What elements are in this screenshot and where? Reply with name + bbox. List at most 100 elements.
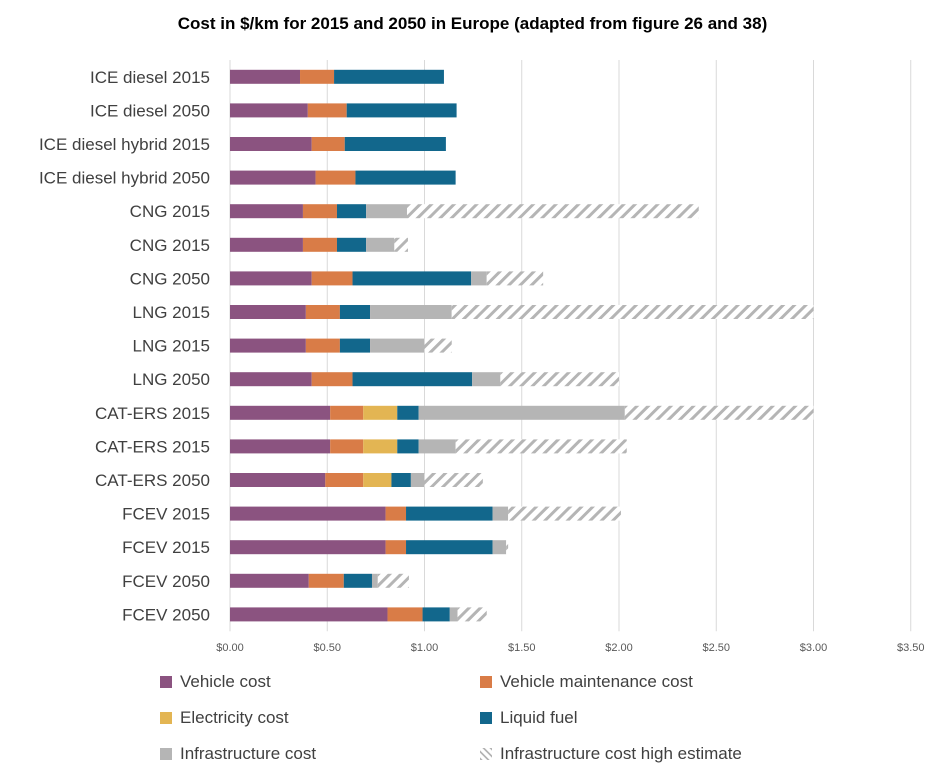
bar-segment-liquid-fuel	[355, 170, 456, 185]
category-label: CNG 2015	[130, 202, 210, 221]
bar-segment-vehicle-cost	[230, 271, 312, 286]
bar-segment-vehicle-maintenance-cost	[325, 473, 364, 487]
bar-segment-vehicle-cost	[230, 372, 312, 387]
category-label: FCEV 2050	[122, 605, 210, 624]
category-label: FCEV 2015	[122, 538, 210, 557]
bar-segment-liquid-fuel	[336, 204, 367, 219]
bar-segment-vehicle-cost	[230, 506, 386, 521]
x-tick-label: $3.50	[897, 642, 925, 654]
bar-segment-vehicle-cost	[230, 103, 308, 118]
bar-segment-infrastructure-cost	[410, 473, 425, 487]
bar-segment-vehicle-maintenance-cost	[315, 170, 356, 185]
bar-segment-infrastructure-cost-high-estimate	[455, 439, 627, 454]
legend-label: Vehicle cost	[180, 672, 271, 691]
bar-segment-infrastructure-cost	[371, 573, 378, 588]
legend-label: Electricity cost	[180, 708, 289, 727]
bar-segment-liquid-fuel	[346, 103, 457, 118]
bar-segment-vehicle-maintenance-cost	[387, 607, 423, 622]
bar-segment-vehicle-cost	[230, 439, 331, 454]
bar-segment-liquid-fuel	[334, 69, 444, 84]
bar-segment-vehicle-cost	[230, 607, 388, 622]
bar-segment-vehicle-maintenance-cost	[302, 204, 337, 219]
bar-segment-vehicle-maintenance-cost	[385, 506, 407, 521]
bar-segment-vehicle-maintenance-cost	[302, 237, 337, 252]
bar-segment-vehicle-maintenance-cost	[311, 137, 345, 151]
bar-segment-electricity-cost	[363, 405, 398, 420]
bar-segment-infrastructure-cost	[449, 607, 458, 622]
bar-segment-infrastructure-cost	[366, 237, 395, 252]
bar-segment-infrastructure-cost	[472, 372, 501, 387]
bar-segment-infrastructure-cost-high-estimate	[457, 607, 487, 622]
category-label: CAT-ERS 2015	[95, 404, 210, 423]
bar-segment-infrastructure-cost-high-estimate	[406, 204, 699, 219]
legend-item: Electricity cost	[160, 708, 289, 728]
bar-chart: ICE diesel 2015 ICE diesel 2050 ICE diesel…	[39, 60, 925, 654]
bar-segment-infrastructure-cost-high-estimate	[377, 573, 409, 588]
legend-label: Liquid fuel	[500, 708, 578, 727]
bar-segment-infrastructure-cost-high-estimate	[424, 338, 452, 353]
legend-item: Infrastructure cost high estimate	[480, 744, 742, 764]
category-label: CNG 2015	[130, 236, 210, 255]
bar-segment-vehicle-cost	[230, 405, 331, 420]
bar-segment-vehicle-maintenance-cost	[311, 271, 353, 286]
bar-segment-vehicle-maintenance-cost	[305, 338, 340, 353]
bar-segment-vehicle-maintenance-cost	[385, 540, 407, 555]
category-label: LNG 2050	[133, 370, 211, 389]
bar-segment-vehicle-maintenance-cost	[330, 439, 364, 454]
bar-segment-vehicle-cost	[230, 473, 326, 487]
bar-segment-vehicle-cost	[230, 237, 303, 252]
bar-segment-vehicle-cost	[230, 69, 301, 84]
bar-segment-vehicle-cost	[230, 573, 309, 588]
bar-segment-vehicle-maintenance-cost	[311, 372, 353, 387]
bar-segment-infrastructure-cost-high-estimate	[394, 237, 408, 252]
bar-segment-infrastructure-cost	[370, 338, 425, 353]
bar-segment-infrastructure-cost-high-estimate	[451, 305, 814, 319]
category-label: ICE diesel hybrid 2015	[39, 135, 210, 154]
x-tick-label: $2.50	[702, 642, 730, 654]
x-tick-label: $0.00	[216, 642, 244, 654]
bar-segment-infrastructure-cost	[370, 305, 452, 319]
bar-segment-liquid-fuel	[352, 372, 473, 387]
legend-swatch	[480, 748, 492, 760]
bar-segment-infrastructure-cost	[366, 204, 407, 219]
bar-segment-liquid-fuel	[391, 473, 411, 487]
bar-segment-vehicle-cost	[230, 137, 312, 151]
bar-segment-infrastructure-cost-high-estimate	[506, 540, 509, 555]
bar-segment-infrastructure-cost	[418, 405, 625, 420]
bar-segment-infrastructure-cost	[492, 506, 509, 521]
legend-item: Vehicle cost	[160, 672, 271, 692]
bar-segment-infrastructure-cost-high-estimate	[486, 271, 544, 286]
bar-segment-vehicle-maintenance-cost	[308, 573, 344, 588]
bar-segment-liquid-fuel	[352, 271, 472, 286]
legend-label: Vehicle maintenance cost	[500, 672, 693, 691]
category-label: ICE diesel 2050	[90, 101, 210, 120]
legend-label: Infrastructure cost high estimate	[500, 744, 742, 763]
category-label: CAT-ERS 2050	[95, 471, 210, 490]
bar-segment-infrastructure-cost-high-estimate	[500, 372, 619, 387]
bar-segment-infrastructure-cost-high-estimate	[624, 405, 814, 420]
bar-segment-vehicle-maintenance-cost	[330, 405, 364, 420]
legend-item: Vehicle maintenance cost	[480, 672, 693, 692]
bar-segment-infrastructure-cost	[492, 540, 507, 555]
legend-swatch	[160, 748, 172, 760]
bar-segment-liquid-fuel	[406, 506, 493, 521]
category-label: CAT-ERS 2015	[95, 437, 210, 456]
bar-segment-vehicle-maintenance-cost	[307, 103, 347, 118]
legend-label: Infrastructure cost	[180, 744, 317, 763]
legend-swatch	[160, 712, 172, 724]
bar-segment-electricity-cost	[363, 439, 398, 454]
category-label: CNG 2050	[130, 269, 210, 288]
bar-segment-vehicle-cost	[230, 170, 316, 185]
bar-segment-liquid-fuel	[339, 338, 371, 353]
bar-segment-vehicle-cost	[230, 305, 306, 319]
category-label: ICE diesel 2015	[90, 68, 210, 87]
category-label: LNG 2015	[133, 303, 211, 322]
bar-segment-liquid-fuel	[422, 607, 450, 622]
category-label: FCEV 2015	[122, 505, 210, 524]
category-label: ICE diesel hybrid 2050	[39, 169, 210, 188]
legend-item: Infrastructure cost	[160, 744, 316, 764]
bar-segment-infrastructure-cost-high-estimate	[508, 506, 621, 521]
bar-segment-liquid-fuel	[397, 439, 419, 454]
legend-swatch	[480, 676, 492, 688]
legend-swatch	[480, 712, 492, 724]
